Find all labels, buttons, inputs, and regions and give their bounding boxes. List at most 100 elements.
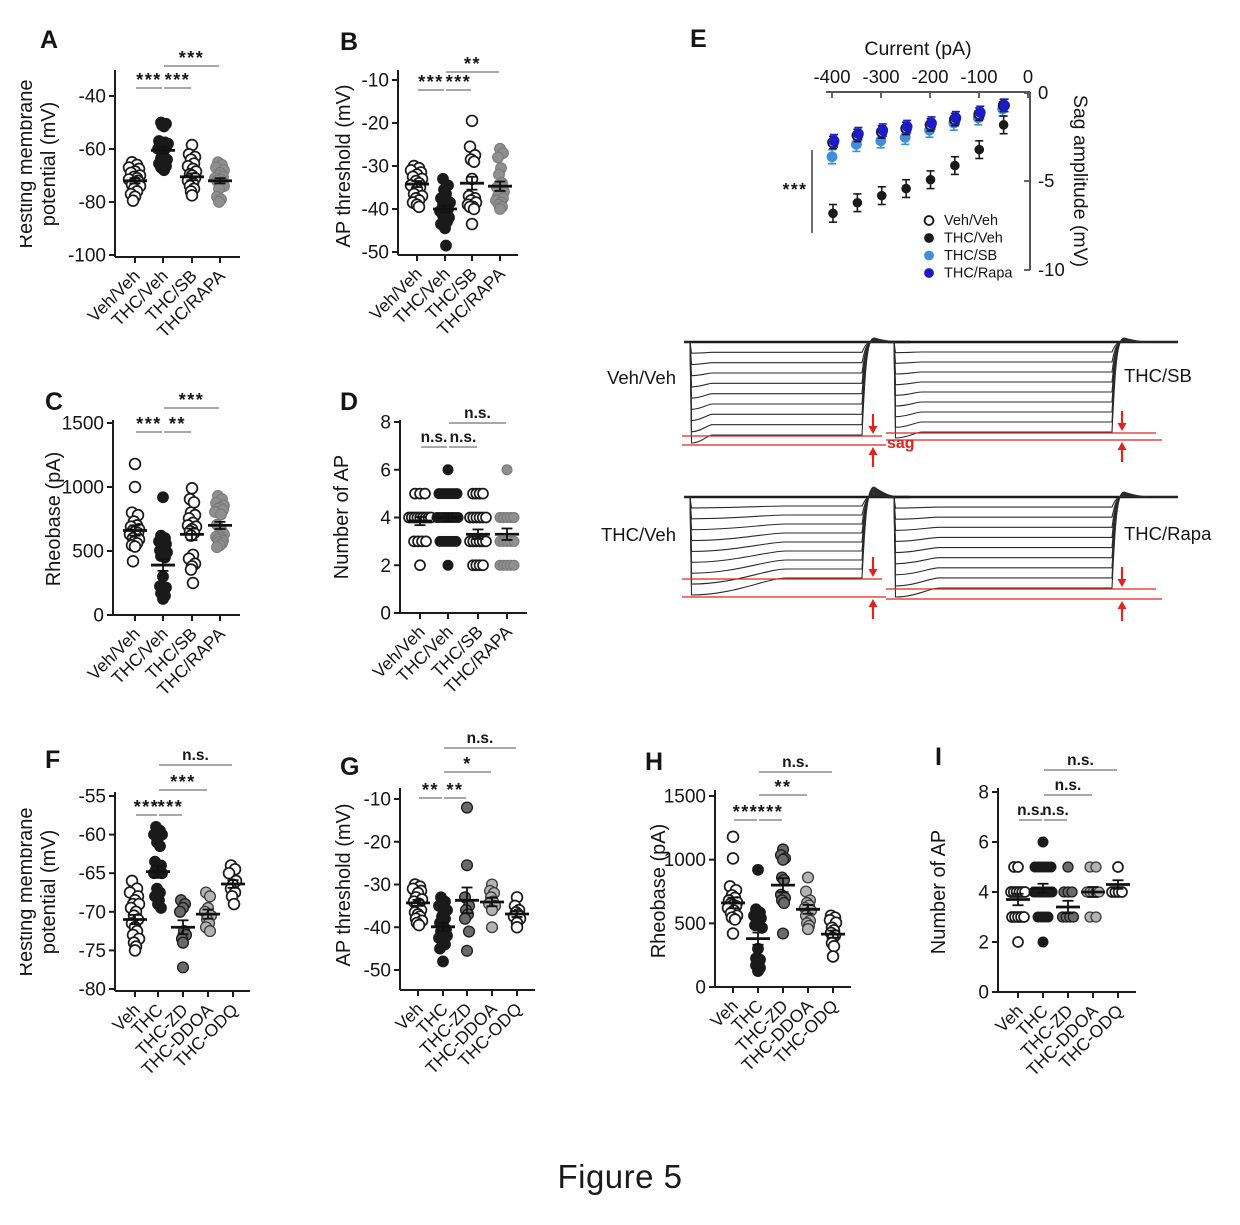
panel-h: H Rheobase (pA) 1500 1000 500 0 Veh THC THC-ZD TH… (620, 730, 935, 1125)
data-point (215, 508, 227, 521)
voltage-trace (684, 494, 910, 520)
data-point (501, 464, 513, 476)
legend-marker (923, 215, 935, 226)
y-tick-label: -70 (79, 902, 106, 923)
data-point (176, 961, 190, 974)
panel-label: E (690, 25, 707, 53)
data-point (752, 863, 764, 876)
trace-group-label: THC/Rapa (1124, 523, 1212, 544)
sig-label: n.s. (782, 754, 809, 771)
y-tick-label: 0 (1038, 82, 1048, 103)
panel-d: D Number of AP 8 6 4 2 0 Veh/Veh THC/Veh THC/SB TH… (325, 375, 615, 705)
data-point (213, 196, 225, 208)
sig-label: *** (136, 70, 162, 90)
y-tick-label: 2 (380, 556, 391, 577)
panel-a-chart: A Resting membrane potential (mV) -40 -60 -80… (20, 26, 240, 341)
sag-annotation: sag (887, 435, 915, 452)
data-point (451, 488, 463, 500)
data-point (458, 912, 472, 925)
y-tick-label: -10 (1038, 259, 1065, 280)
data-point (752, 965, 764, 977)
y-tick-label: 0 (978, 983, 989, 1004)
panel-label: I (935, 743, 942, 771)
data-point (477, 487, 489, 500)
panel-e: E Current (pA) -400 -300 -200 -100 0 0 -5 -10 Sag … (650, 15, 1240, 335)
sig-label: ** (446, 780, 463, 800)
y-tick-label: 1000 (62, 478, 104, 499)
y-tick-label: -5 (1038, 170, 1054, 191)
data-point (852, 128, 864, 140)
data-point (877, 124, 889, 136)
trace-group-label: THC/Veh (601, 524, 676, 545)
data-point (460, 859, 474, 872)
data-point (1042, 911, 1054, 923)
panel-label: G (340, 753, 359, 781)
data-point (776, 853, 790, 866)
panel-b: B AP threshold (mV) -10 -20 -30 -40 -50 Veh/Veh… (320, 10, 620, 370)
data-point (508, 559, 520, 571)
y-tick-label: 2 (978, 933, 989, 954)
voltage-trace (684, 492, 910, 542)
sig-label: ** (774, 777, 791, 797)
legend-marker (924, 233, 934, 243)
arrow-head (868, 426, 878, 434)
y-tick-label: -40 (364, 918, 391, 939)
y-axis-title: Rheobase (pA) (43, 452, 65, 587)
y-tick-label: 500 (72, 542, 104, 563)
data-point (439, 222, 451, 235)
data-point (185, 189, 199, 202)
arrow-head (1117, 579, 1127, 587)
data-point (901, 183, 911, 194)
data-point (412, 918, 426, 932)
panel-g-chart: GAP threshold (mV)-10-20-30-40-50VehTHCT… (333, 730, 535, 1078)
y-tick-label: 500 (674, 914, 706, 935)
trace-group-label: Veh/Veh (607, 367, 676, 388)
data-point (203, 925, 217, 938)
data-point (1090, 861, 1102, 873)
panel-traces-chart: Veh/Veh sag THC/SB THC/Veh THC/Rapa (601, 337, 1212, 621)
data-point (485, 921, 499, 934)
arrow-head (868, 569, 878, 577)
voltage-trace (684, 489, 910, 563)
y-tick-label: -20 (362, 114, 389, 135)
voltage-trace (684, 338, 910, 422)
panel-e-chart: E Current (pA) -400 -300 -200 -100 00 -5 -10Sag … (690, 25, 1091, 282)
data-point (462, 925, 476, 938)
data-point (126, 194, 140, 207)
x-axis-title: Current (pA) (864, 38, 971, 60)
sig-label: *** (158, 797, 184, 817)
data-point (184, 563, 198, 576)
data-point (186, 576, 200, 590)
data-point (876, 190, 887, 201)
sig-label: ** (169, 414, 186, 434)
sig-label: n.s. (450, 429, 477, 446)
data-point (465, 217, 479, 231)
data-point (477, 559, 489, 572)
data-point (154, 840, 166, 853)
data-point (726, 927, 740, 940)
data-point (1112, 861, 1124, 873)
data-point (442, 464, 454, 476)
panel-traces: Veh/Veh sag THC/SB THC/Veh THC/Rapa (590, 330, 1240, 650)
data-point (801, 871, 815, 884)
panel-c: C Rheobase (pA) 1500 1000 500 0 Veh/Veh THC/Veh… (20, 375, 320, 705)
data-point (1037, 836, 1049, 848)
y-tick-label: -100 (68, 246, 106, 267)
sig-label: n.s. (421, 429, 448, 446)
data-point (128, 944, 142, 957)
data-point (828, 208, 838, 219)
sig-label: *** (170, 772, 196, 792)
y-tick-label: -75 (79, 941, 106, 962)
y-axis-title: AP threshold (mV) (333, 84, 355, 247)
data-point (159, 551, 171, 564)
sig-label: *** (733, 802, 759, 822)
voltage-trace (684, 486, 910, 596)
y-tick-label: -60 (79, 825, 106, 846)
data-point (158, 120, 170, 133)
data-point (756, 921, 768, 934)
data-point (1066, 886, 1078, 898)
arrow-head (868, 447, 878, 455)
y-tick-label: 4 (380, 508, 391, 529)
